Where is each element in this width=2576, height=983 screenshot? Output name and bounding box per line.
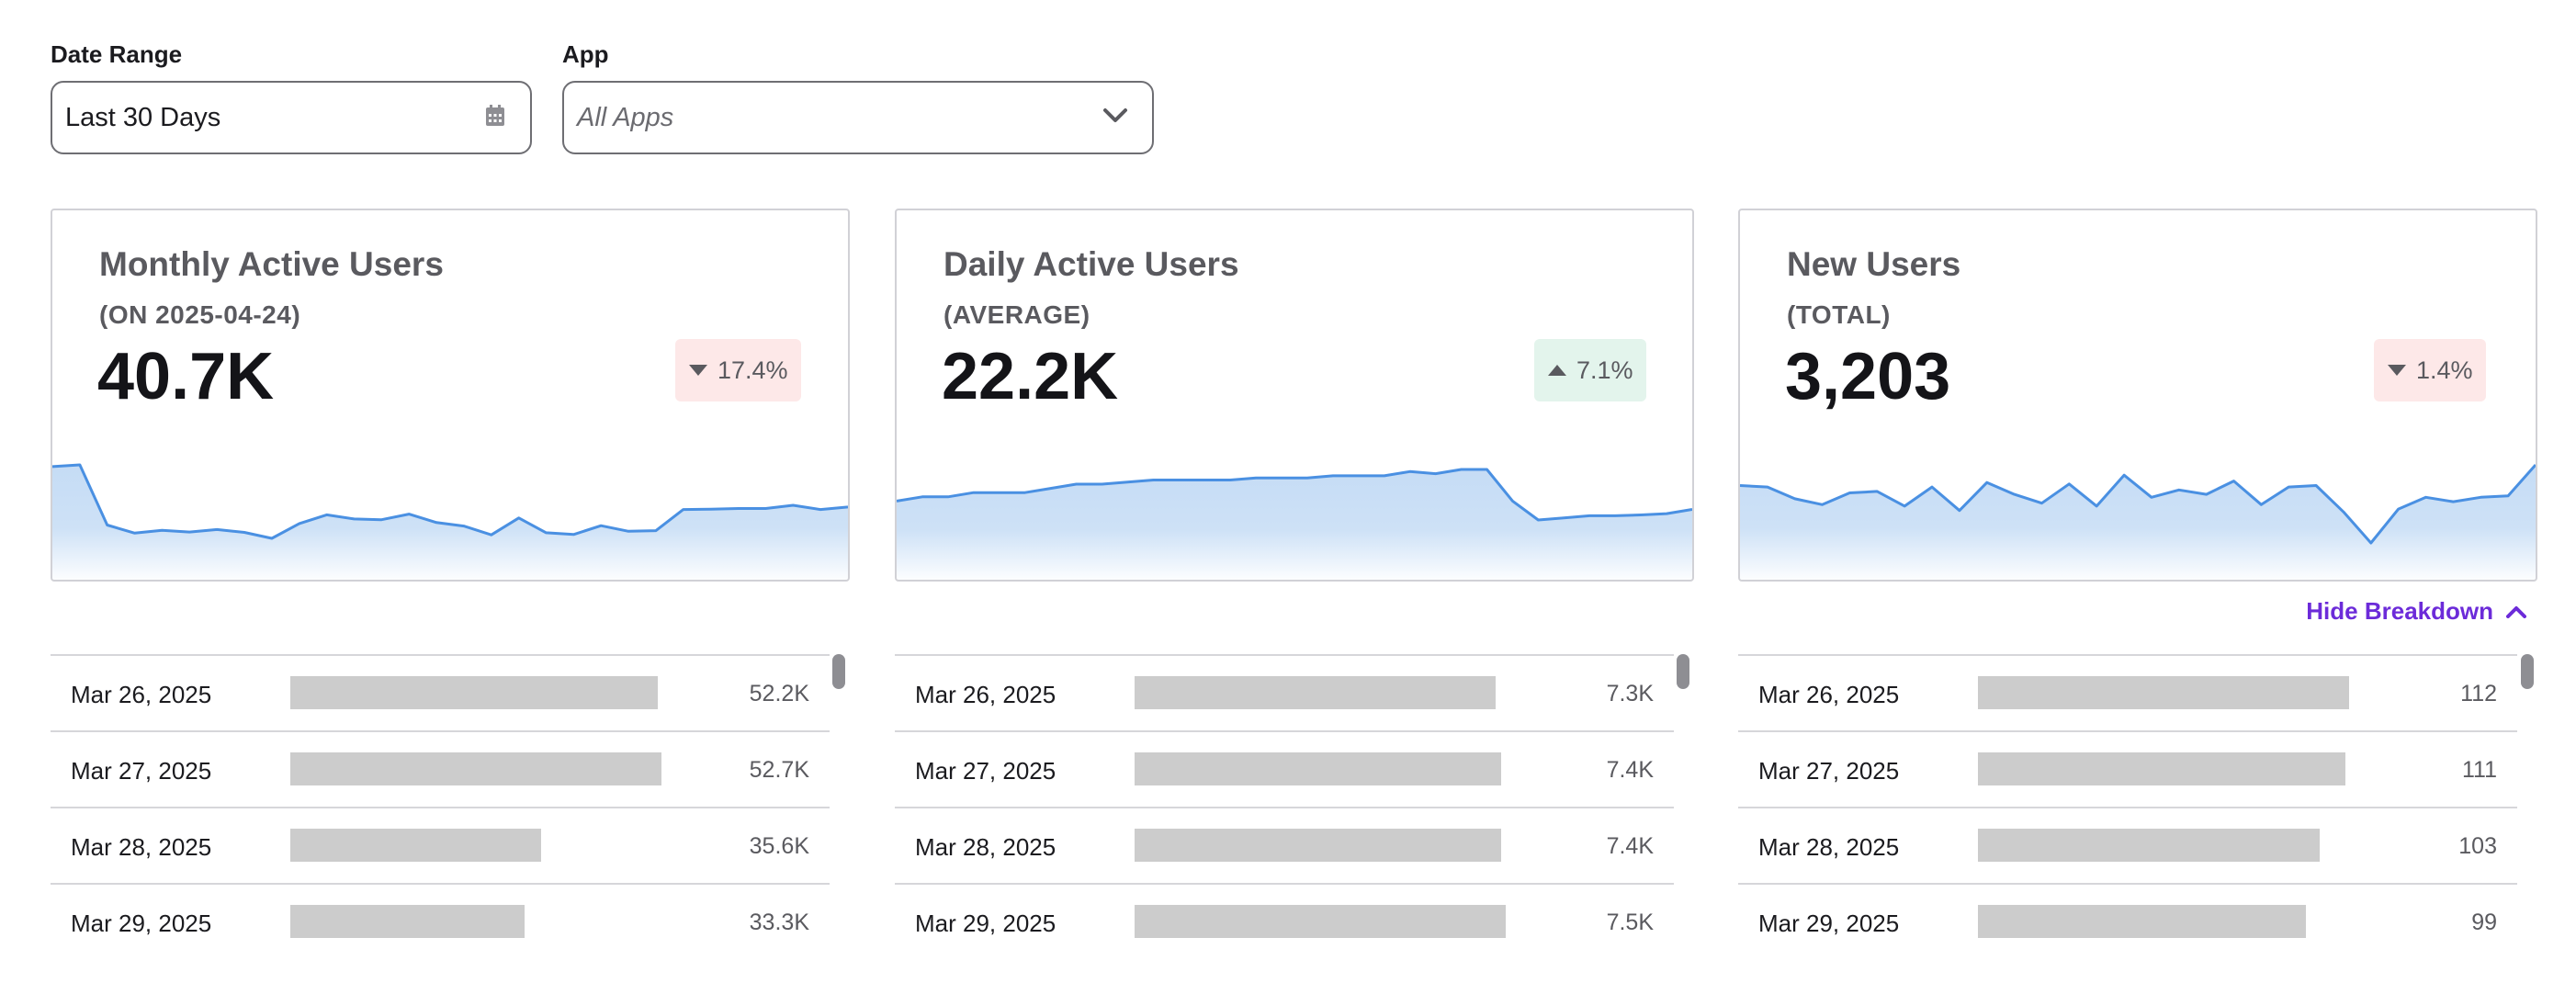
breakdown-date: Mar 29, 2025 xyxy=(71,910,212,937)
sparkline-line xyxy=(1740,464,2536,545)
breakdown-date: Mar 26, 2025 xyxy=(915,681,1056,708)
card-subtitle: (AVERAGE) xyxy=(943,300,1090,329)
sparkline-area xyxy=(897,469,1692,580)
breakdown-value: 7.5K xyxy=(1606,910,1654,935)
date-range-field[interactable]: Last 30 Days xyxy=(51,81,532,154)
date-range-label: Date Range xyxy=(51,40,183,68)
breakdown-bar xyxy=(290,829,541,862)
breakdown-value: 7.4K xyxy=(1606,757,1654,783)
breakdown-row: Mar 28, 2025 7.4K xyxy=(895,807,1674,883)
breakdown-bar xyxy=(290,905,525,938)
breakdown-date: Mar 28, 2025 xyxy=(915,833,1056,861)
card-title: Monthly Active Users xyxy=(99,245,444,283)
breakdown-date: Mar 27, 2025 xyxy=(915,757,1056,785)
breakdown-row: Mar 27, 2025 7.4K xyxy=(895,730,1674,807)
breakdown-row: Mar 28, 2025 103 xyxy=(1738,807,2517,883)
breakdown-bar xyxy=(1978,829,2320,862)
change-value: 17.4% xyxy=(717,356,788,384)
breakdown-value: 52.2K xyxy=(749,681,809,706)
sparkline-line xyxy=(52,463,848,540)
breakdown-value: 111 xyxy=(2461,757,2497,783)
date-range-value: Last 30 Days xyxy=(65,102,221,132)
breakdown-bar xyxy=(1135,752,1501,785)
card-title: Daily Active Users xyxy=(943,245,1239,283)
hide-breakdown-label: Hide Breakdown xyxy=(2306,597,2493,625)
breakdown-date: Mar 26, 2025 xyxy=(1758,681,1900,708)
breakdown-bar xyxy=(1978,676,2349,709)
breakdown-row: Mar 29, 2025 7.5K xyxy=(895,883,1674,957)
breakdown-list-daily-active-users[interactable]: Mar 26, 2025 7.3K Mar 27, 2025 7.4K Mar 28, … xyxy=(895,654,1674,957)
breakdown-value: 103 xyxy=(2458,833,2497,859)
breakdown-list-monthly-active-users[interactable]: Mar 26, 2025 52.2K Mar 27, 2025 52.7K Mar 28… xyxy=(51,654,830,957)
chevron-down-icon[interactable] xyxy=(1102,107,1128,129)
breakdown-row: Mar 29, 2025 33.3K xyxy=(51,883,830,957)
breakdown-value: 52.7K xyxy=(749,757,809,783)
card-daily-active-users: Daily Active Users (AVERAGE) 22.2K 7.1% xyxy=(895,209,1694,582)
triangle-up-icon xyxy=(1548,365,1566,376)
change-value: 7.1% xyxy=(1576,356,1633,384)
app-select-placeholder: All Apps xyxy=(577,102,674,132)
breakdown-row: Mar 26, 2025 7.3K xyxy=(895,654,1674,730)
sparkline-chart xyxy=(1740,464,2536,580)
card-title: New Users xyxy=(1787,245,1961,283)
change-badge: 17.4% xyxy=(675,339,801,401)
sparkline-line xyxy=(897,468,1692,522)
breakdown-date: Mar 28, 2025 xyxy=(1758,833,1900,861)
breakdown-row: Mar 26, 2025 112 xyxy=(1738,654,2517,730)
breakdown-value: 35.6K xyxy=(749,833,809,859)
card-subtitle: (ON 2025-04-24) xyxy=(99,300,301,329)
breakdown-bar xyxy=(1978,752,2345,785)
card-new-users: New Users (TOTAL) 3,203 1.4% xyxy=(1738,209,2537,582)
sparkline-area xyxy=(1740,465,2536,580)
breakdown-date: Mar 26, 2025 xyxy=(71,681,212,708)
breakdown-row: Mar 29, 2025 99 xyxy=(1738,883,2517,957)
breakdown-value: 7.4K xyxy=(1606,833,1654,859)
breakdown-date: Mar 28, 2025 xyxy=(71,833,212,861)
breakdown-date: Mar 27, 2025 xyxy=(71,757,212,785)
change-badge: 1.4% xyxy=(2374,339,2486,401)
breakdown-row: Mar 28, 2025 35.6K xyxy=(51,807,830,883)
breakdown-list-new-users[interactable]: Mar 26, 2025 112 Mar 27, 2025 111 Mar 28, 20… xyxy=(1738,654,2517,957)
chevron-up-icon xyxy=(2506,605,2526,618)
sparkline-chart xyxy=(52,463,848,580)
card-value: 22.2K xyxy=(942,340,1119,413)
breakdown-scrollbar[interactable] xyxy=(1677,654,1689,689)
card-subtitle: (TOTAL) xyxy=(1787,300,1891,329)
calendar-icon[interactable] xyxy=(484,104,506,132)
breakdown-bar xyxy=(1978,905,2306,938)
app-label: App xyxy=(562,40,609,68)
breakdown-value: 33.3K xyxy=(749,910,809,935)
breakdown-date: Mar 27, 2025 xyxy=(1758,757,1900,785)
breakdown-bar xyxy=(290,752,661,785)
breakdown-date: Mar 29, 2025 xyxy=(915,910,1056,937)
breakdown-bar xyxy=(290,676,658,709)
breakdown-scrollbar[interactable] xyxy=(2521,654,2534,689)
breakdown-value: 99 xyxy=(2471,910,2497,935)
breakdown-bar xyxy=(1135,676,1496,709)
hide-breakdown-button[interactable]: Hide Breakdown xyxy=(2306,597,2526,626)
card-monthly-active-users: Monthly Active Users (ON 2025-04-24) 40.… xyxy=(51,209,850,582)
triangle-down-icon xyxy=(689,365,707,376)
change-value: 1.4% xyxy=(2416,356,2473,384)
card-value: 3,203 xyxy=(1785,340,1951,413)
change-badge: 7.1% xyxy=(1534,339,1646,401)
breakdown-date: Mar 29, 2025 xyxy=(1758,910,1900,937)
breakdown-value: 7.3K xyxy=(1606,681,1654,706)
breakdown-row: Mar 27, 2025 111 xyxy=(1738,730,2517,807)
sparkline-area xyxy=(52,465,848,580)
card-value: 40.7K xyxy=(97,340,275,413)
breakdown-row: Mar 27, 2025 52.7K xyxy=(51,730,830,807)
breakdown-scrollbar[interactable] xyxy=(832,654,845,689)
breakdown-bar xyxy=(1135,905,1506,938)
breakdown-bar xyxy=(1135,829,1501,862)
sparkline-chart xyxy=(897,468,1692,580)
breakdown-row: Mar 26, 2025 52.2K xyxy=(51,654,830,730)
triangle-down-icon xyxy=(2388,365,2406,376)
breakdown-value: 112 xyxy=(2460,681,2497,706)
app-select[interactable]: All Apps xyxy=(562,81,1154,154)
